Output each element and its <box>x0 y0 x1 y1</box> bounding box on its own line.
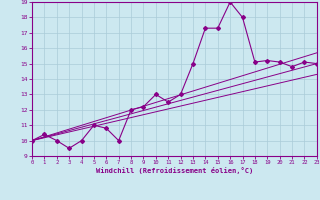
X-axis label: Windchill (Refroidissement éolien,°C): Windchill (Refroidissement éolien,°C) <box>96 167 253 174</box>
